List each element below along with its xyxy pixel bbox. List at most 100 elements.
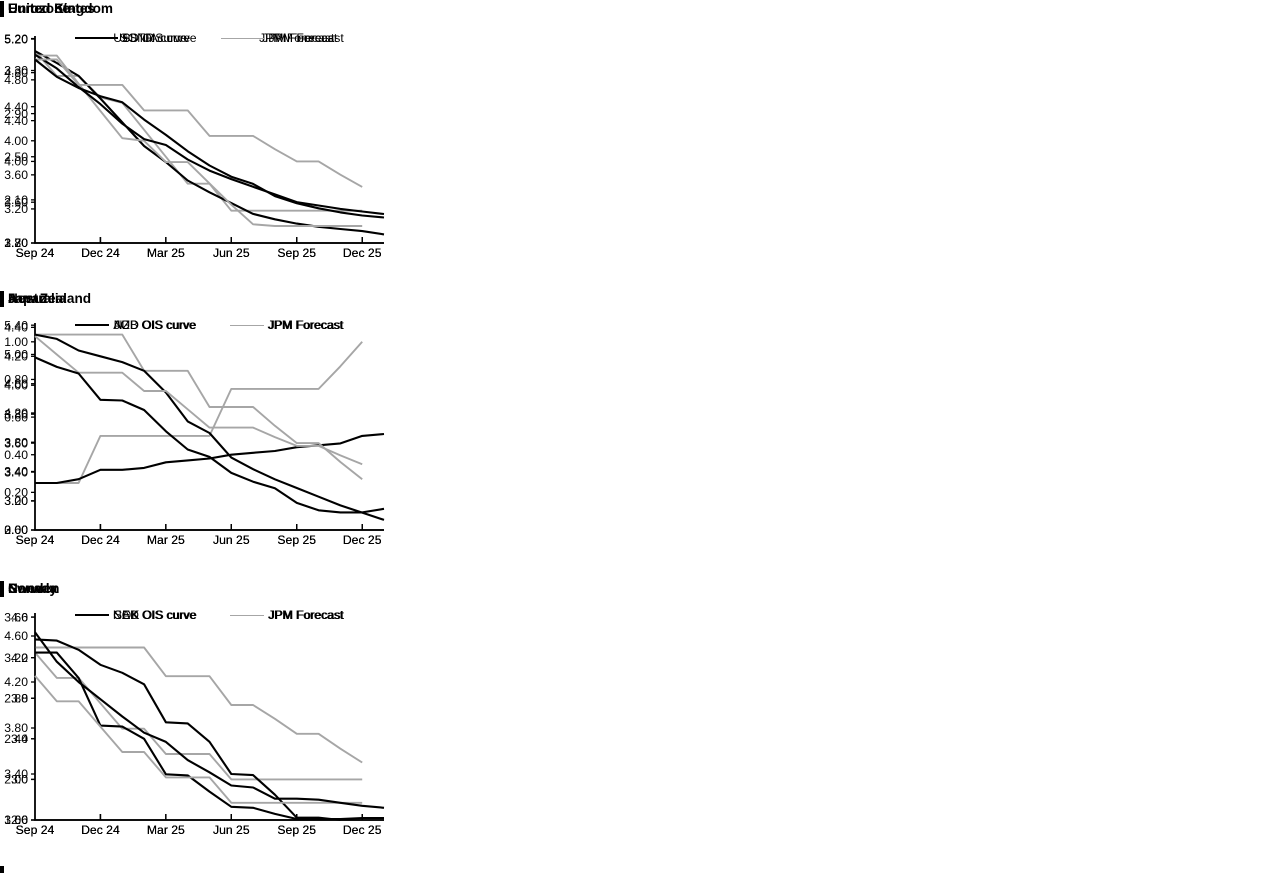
svg-text:Dec 24: Dec 24 <box>81 246 120 260</box>
svg-text:3.00: 3.00 <box>4 494 28 508</box>
chart-title: United States <box>8 1 95 16</box>
legend-item: JPM Forecast <box>230 608 344 622</box>
svg-text:Dec 25: Dec 25 <box>343 533 382 547</box>
svg-text:2.6: 2.6 <box>11 813 28 827</box>
legend-label: JPM Forecast <box>268 318 344 332</box>
section-marker <box>0 291 4 307</box>
svg-text:2.80: 2.80 <box>4 236 28 250</box>
svg-text:1.70: 1.70 <box>4 236 28 250</box>
legend-line-sample <box>224 37 258 39</box>
chart-legend: NZD OIS curve JPM Forecast <box>35 318 384 332</box>
svg-text:Dec 25: Dec 25 <box>343 246 382 260</box>
svg-text:5.00: 5.00 <box>4 348 28 362</box>
chart-title: United Kingdom <box>8 1 113 16</box>
svg-text:2.00: 2.00 <box>4 773 28 787</box>
svg-text:Dec 24: Dec 24 <box>81 246 120 260</box>
legend-label: JPM Forecast <box>267 318 343 332</box>
svg-text:Sep 24: Sep 24 <box>16 823 55 837</box>
legend-item: SONIA curve <box>81 31 190 45</box>
svg-text:Jun 25: Jun 25 <box>213 823 250 837</box>
svg-text:0.80: 0.80 <box>4 373 28 387</box>
svg-text:4.00: 4.00 <box>4 134 28 148</box>
svg-text:0.20: 0.20 <box>4 486 28 500</box>
svg-text:3.60: 3.60 <box>4 195 28 209</box>
svg-text:3.60: 3.60 <box>4 436 28 450</box>
svg-text:Sep 25: Sep 25 <box>277 533 316 547</box>
svg-text:Dec 25: Dec 25 <box>343 823 382 837</box>
svg-text:4.60: 4.60 <box>4 377 28 391</box>
svg-text:Dec 24: Dec 24 <box>81 533 120 547</box>
legend-line-sample <box>230 614 264 616</box>
svg-text:3.00: 3.00 <box>4 813 28 827</box>
svg-text:3.80: 3.80 <box>4 721 28 735</box>
chart-title: Sweden <box>8 581 60 596</box>
legend-label: AUD OIS curve <box>113 318 197 332</box>
svg-text:4.00: 4.00 <box>4 155 28 169</box>
svg-text:4.40: 4.40 <box>4 321 28 335</box>
svg-text:0.00: 0.00 <box>4 523 28 537</box>
legend-line-sample <box>75 614 109 616</box>
svg-text:3.80: 3.80 <box>4 435 28 449</box>
svg-text:3.20: 3.20 <box>4 236 28 250</box>
legend-label: JPM Forecast <box>262 31 338 45</box>
legend-label: NOK OIS curve <box>112 608 197 622</box>
svg-text:Sep 24: Sep 24 <box>16 533 55 547</box>
svg-text:3.80: 3.80 <box>4 407 28 421</box>
chart-united-kingdom: United Kingdom SONIA curve JPM Forecast … <box>0 0 421 287</box>
svg-text:0.60: 0.60 <box>4 410 28 424</box>
chart-legend: SONIA curve JPM Forecast <box>35 31 384 45</box>
svg-text:4.40: 4.40 <box>4 114 28 128</box>
svg-text:Sep 25: Sep 25 <box>277 246 316 260</box>
chart-plot: 1.70 2.10 2.50 2.90 3.30 Sep 24 Dec 24 Mar 25 Ju… <box>4 36 385 260</box>
svg-text:Dec 24: Dec 24 <box>81 246 120 260</box>
svg-text:4.2: 4.2 <box>11 651 28 665</box>
legend-label: USD OIS curve <box>113 31 197 45</box>
svg-text:Jun 25: Jun 25 <box>213 823 250 837</box>
svg-text:1.60: 1.60 <box>4 813 28 827</box>
chart-canada: Canada CAD OIS curve JPM Forecast 2.6 3.0… <box>0 577 421 873</box>
chart-new-zealand: New Zealand NZD OIS curve JPM Forecast 2… <box>0 287 421 577</box>
svg-text:3.0: 3.0 <box>11 773 28 787</box>
chart-title: Japan <box>8 291 48 306</box>
svg-text:Jun 25: Jun 25 <box>213 533 250 547</box>
svg-text:1.00: 1.00 <box>4 335 28 349</box>
svg-text:3.20: 3.20 <box>4 202 28 216</box>
legend-label: JGB OIS curve <box>114 318 196 332</box>
legend-label: JPM Forecast <box>267 608 344 622</box>
chart-title: Australia <box>8 291 67 306</box>
legend-label: JPM Forecast <box>268 608 345 622</box>
svg-text:Dec 24: Dec 24 <box>81 533 120 547</box>
svg-text:4.40: 4.40 <box>4 100 28 114</box>
svg-text:Sep 24: Sep 24 <box>16 246 55 260</box>
svg-text:Mar 25: Mar 25 <box>147 533 185 547</box>
svg-text:Dec 24: Dec 24 <box>81 533 120 547</box>
svg-text:Dec 25: Dec 25 <box>343 246 382 260</box>
svg-text:Sep 24: Sep 24 <box>16 533 55 547</box>
svg-text:2.90: 2.90 <box>4 107 28 121</box>
section-marker <box>0 1 4 17</box>
chart-title: Norway <box>8 581 58 596</box>
svg-text:Jun 25: Jun 25 <box>213 246 250 260</box>
legend-item: CAD OIS curve <box>75 608 197 622</box>
svg-text:Sep 25: Sep 25 <box>277 823 316 837</box>
svg-text:4.20: 4.20 <box>4 406 28 420</box>
svg-text:Mar 25: Mar 25 <box>147 246 185 260</box>
svg-text:Jun 25: Jun 25 <box>213 246 250 260</box>
chart-legend: CAD OIS curve JPM Forecast <box>35 608 384 622</box>
svg-text:3.8: 3.8 <box>11 691 28 705</box>
svg-text:3.00: 3.00 <box>4 523 28 537</box>
svg-text:3.20: 3.20 <box>4 494 28 508</box>
chart-title: New Zealand <box>8 291 92 306</box>
svg-text:Sep 24: Sep 24 <box>16 823 55 837</box>
legend-item: JPM Forecast <box>230 318 343 332</box>
svg-text:Dec 25: Dec 25 <box>343 823 382 837</box>
legend-label: NZD OIS curve <box>113 318 197 332</box>
svg-text:Mar 25: Mar 25 <box>147 533 185 547</box>
svg-text:5.40: 5.40 <box>4 318 28 332</box>
chart-title: Canada <box>8 581 58 596</box>
chart-eurozone: Eurozone €STR curve JPM Forecast 1.70 2.1… <box>0 0 421 287</box>
svg-text:Dec 24: Dec 24 <box>81 823 120 837</box>
svg-text:3.40: 3.40 <box>4 465 28 479</box>
